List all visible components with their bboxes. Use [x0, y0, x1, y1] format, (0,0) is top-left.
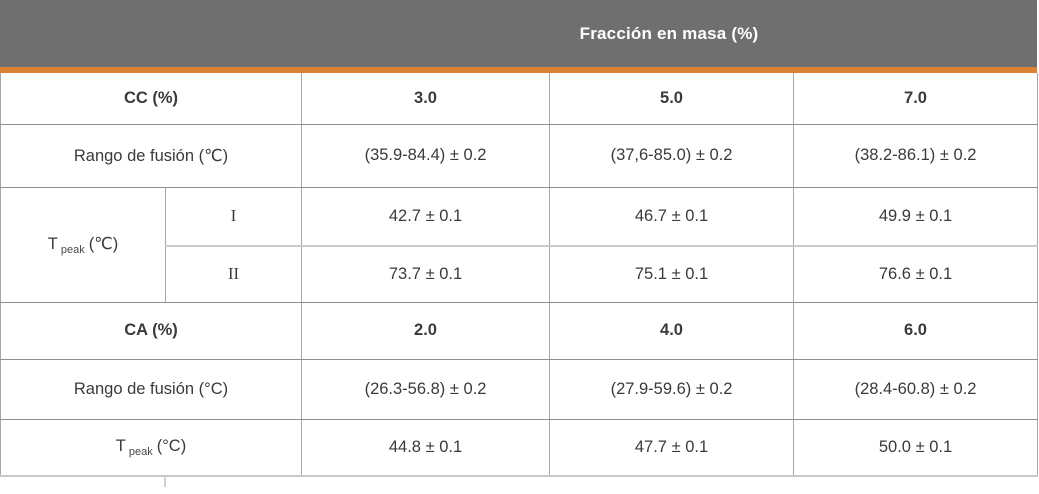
table-title: Fracción en masa (%)	[579, 23, 759, 43]
row-cc-tpeak-2: II 73.7 ± 0.1 75.1 ± 0.1 76.6 ± 0.1	[1, 245, 1039, 303]
tpeak-symbol: T	[115, 436, 126, 455]
cc-label: CC (%)	[0, 73, 303, 125]
cc-fraction-7: 7.0	[793, 73, 1039, 125]
cc-fusion-label: Rango de fusión (℃)	[0, 123, 303, 188]
row-ca-fusion-range: Rango de fusión (°C) (26.3-56.8) ± 0.2 (…	[0, 358, 1039, 420]
cc-fusion-value-3: (38.2-86.1) ± 0.2	[793, 123, 1039, 188]
ca-fraction-4: 4.0	[549, 301, 795, 360]
ca-peak-value-2: 47.7 ± 0.1	[549, 418, 795, 477]
accent-divider	[0, 67, 1037, 73]
ca-fusion-value-2: (27.9-59.6) ± 0.2	[549, 358, 795, 420]
cc-fusion-value-1: (35.9-84.4) ± 0.2	[301, 123, 551, 188]
ca-fusion-label: Rango de fusión (°C)	[0, 358, 303, 420]
data-table: Fracción en masa (%) CC (%) 3.0 5.0 7.0	[0, 0, 1039, 477]
cc-fraction-3: 3.0	[301, 73, 551, 125]
tpeak-unit: (℃)	[88, 234, 119, 253]
stray-border-fragment	[164, 477, 166, 487]
ca-fraction-2: 2.0	[301, 301, 551, 360]
tpeak-symbol: T	[47, 234, 58, 253]
tpeak-unit: (°C)	[156, 436, 187, 455]
table-header-band: Fracción en masa (%)	[0, 0, 1037, 67]
ca-peak-value-1: 44.8 ± 0.1	[301, 418, 551, 477]
ca-fusion-value-1: (26.3-56.8) ± 0.2	[301, 358, 551, 420]
tpeak-subscript: peak	[60, 243, 85, 256]
results-table: CC (%) 3.0 5.0 7.0 Rango de fusión (℃) (…	[0, 73, 1039, 477]
row-ca-header: CA (%) 2.0 4.0 6.0	[0, 301, 1039, 360]
cc-fusion-value-2: (37,6-85.0) ± 0.2	[549, 123, 795, 188]
cc-peak1-value-1: 42.7 ± 0.1	[301, 186, 551, 247]
row-cc-header: CC (%) 3.0 5.0 7.0	[0, 73, 1039, 125]
cc-peak1-value-3: 49.9 ± 0.1	[793, 186, 1039, 247]
ca-peak-value-3: 50.0 ± 0.1	[793, 418, 1039, 477]
cc-fraction-5: 5.0	[549, 73, 795, 125]
cc-peak2-value-2: 75.1 ± 0.1	[549, 245, 795, 303]
cc-peak1-value-2: 46.7 ± 0.1	[549, 186, 795, 247]
ca-fusion-value-3: (28.4-60.8) ± 0.2	[793, 358, 1039, 420]
row-cc-fusion-range: Rango de fusión (℃) (35.9-84.4) ± 0.2 (3…	[0, 123, 1039, 188]
cc-peak-roman-2: II	[164, 245, 303, 303]
ca-fraction-6: 6.0	[793, 301, 1039, 360]
cc-peak-roman-1: I	[164, 186, 303, 247]
cc-peak2-value-3: 76.6 ± 0.1	[793, 245, 1039, 303]
tpeak-subscript: peak	[128, 445, 153, 458]
cc-peak2-value-1: 73.7 ± 0.1	[301, 245, 551, 303]
ca-label: CA (%)	[0, 301, 303, 360]
